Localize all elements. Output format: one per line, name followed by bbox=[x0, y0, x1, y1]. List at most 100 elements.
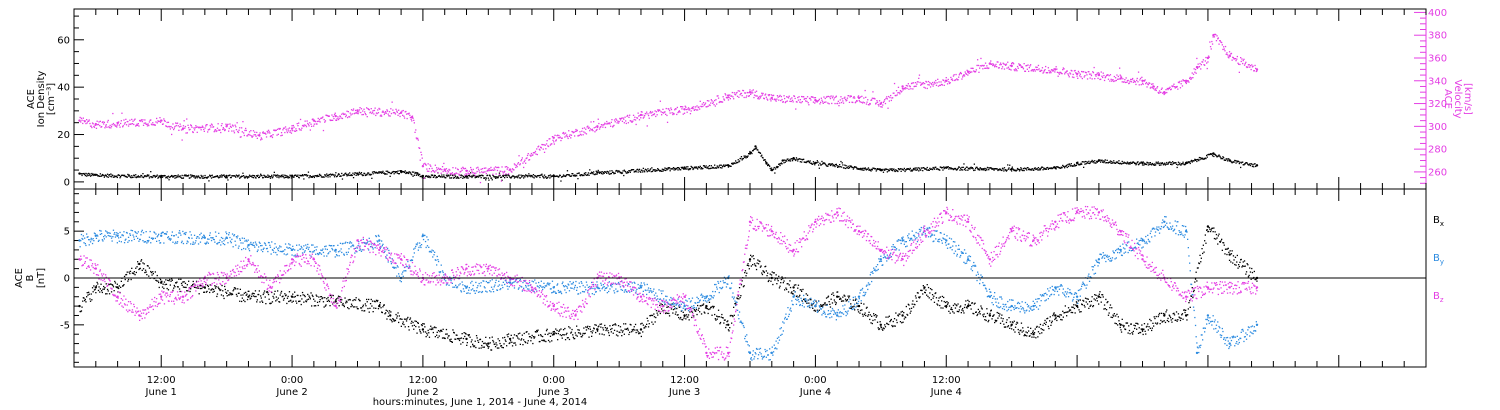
top-data-point bbox=[125, 176, 128, 178]
top-data-point bbox=[598, 128, 601, 130]
top-data-point bbox=[208, 180, 210, 182]
top-data-point bbox=[146, 125, 149, 127]
top-data-point bbox=[592, 130, 594, 132]
top-data-point bbox=[1085, 72, 1087, 74]
top-data-point bbox=[279, 127, 281, 130]
top-data-point bbox=[525, 174, 527, 176]
bottom-data-point bbox=[778, 275, 780, 277]
bottom-data-point bbox=[97, 289, 100, 292]
top-data-point bbox=[1113, 80, 1115, 83]
bottom-data-point bbox=[285, 294, 287, 296]
top-data-point bbox=[868, 169, 870, 171]
top-data-point bbox=[455, 172, 457, 174]
bottom-data-point bbox=[496, 344, 498, 346]
top-data-point bbox=[498, 173, 501, 176]
top-data-point bbox=[613, 124, 615, 127]
top-data-point bbox=[385, 173, 387, 175]
top-data-point bbox=[650, 112, 652, 114]
top-data-point bbox=[1130, 81, 1132, 83]
top-data-point bbox=[1021, 66, 1023, 68]
top-data-point bbox=[218, 129, 220, 131]
bottom-data-point bbox=[625, 328, 627, 330]
top-data-point bbox=[468, 173, 470, 175]
top-data-point bbox=[500, 176, 503, 178]
top-data-point bbox=[1215, 34, 1217, 36]
top-data-point bbox=[333, 117, 335, 120]
top-data-point bbox=[995, 63, 997, 66]
top-data-point bbox=[208, 128, 210, 131]
top-data-point bbox=[554, 134, 556, 136]
top-data-point bbox=[802, 158, 804, 161]
top-data-point bbox=[704, 166, 707, 169]
top-data-point bbox=[676, 168, 678, 170]
bottom-data-point bbox=[252, 292, 254, 294]
top-data-point bbox=[403, 171, 406, 174]
top-data-point bbox=[172, 123, 174, 125]
bottom-data-point bbox=[354, 299, 357, 301]
bottom-data-point bbox=[697, 304, 699, 307]
top-right-tick-label: 260 bbox=[1428, 167, 1447, 178]
bottom-data-point bbox=[255, 295, 257, 298]
bottom-data-point bbox=[240, 294, 242, 296]
bottom-data-point bbox=[581, 334, 584, 336]
top-data-point bbox=[133, 174, 135, 177]
bottom-data-point bbox=[387, 315, 389, 317]
top-data-point bbox=[291, 125, 293, 127]
top-data-point bbox=[1221, 44, 1223, 46]
top-data-point bbox=[1086, 78, 1089, 80]
bottom-data-point bbox=[229, 292, 231, 294]
bottom-data-point bbox=[466, 344, 468, 346]
top-data-point bbox=[722, 96, 724, 98]
top-data-point bbox=[664, 167, 666, 169]
bottom-data-point bbox=[340, 301, 342, 303]
top-data-point bbox=[284, 174, 286, 176]
bottom-data-point bbox=[595, 324, 597, 326]
top-data-point bbox=[1154, 88, 1157, 90]
bottom-data-point bbox=[373, 300, 376, 302]
top-data-point bbox=[1062, 164, 1064, 167]
bottom-data-point bbox=[674, 308, 676, 310]
bottom-data-point bbox=[273, 297, 275, 299]
top-data-point bbox=[248, 133, 250, 136]
top-data-point bbox=[288, 176, 291, 179]
top-data-point bbox=[149, 176, 151, 178]
top-data-point bbox=[193, 129, 196, 131]
top-data-point bbox=[844, 98, 847, 100]
top-data-point bbox=[916, 83, 918, 85]
bottom-data-point bbox=[616, 330, 618, 332]
top-data-point bbox=[1166, 91, 1168, 94]
top-data-point bbox=[686, 168, 688, 170]
top-data-point bbox=[1102, 72, 1104, 74]
bottom-data-point bbox=[758, 260, 760, 262]
bottom-data-point bbox=[760, 265, 762, 267]
top-data-point bbox=[500, 180, 503, 182]
top-data-point bbox=[167, 177, 169, 179]
top-data-point bbox=[1168, 87, 1170, 89]
bottom-data-point bbox=[341, 304, 344, 306]
top-data-point bbox=[311, 125, 313, 127]
top-data-point bbox=[1072, 165, 1074, 167]
top-data-point bbox=[498, 175, 500, 177]
top-data-point bbox=[492, 173, 494, 175]
top-data-point bbox=[1075, 164, 1078, 166]
bottom-data-point bbox=[719, 321, 722, 324]
top-data-point bbox=[619, 171, 621, 173]
top-data-point bbox=[922, 82, 924, 84]
top-data-point bbox=[403, 117, 406, 119]
top-data-point bbox=[843, 167, 845, 169]
bottom-data-point bbox=[555, 332, 557, 335]
top-data-point bbox=[807, 102, 809, 104]
top-data-point bbox=[557, 175, 559, 177]
top-data-point bbox=[774, 172, 776, 174]
bottom-data-point bbox=[815, 300, 817, 302]
bottom-data-point bbox=[817, 310, 819, 313]
top-data-point bbox=[277, 175, 279, 177]
top-data-point bbox=[721, 101, 723, 103]
top-data-point bbox=[612, 126, 614, 128]
top-data-point bbox=[140, 175, 143, 177]
top-data-point bbox=[228, 174, 230, 176]
top-data-point bbox=[1094, 78, 1096, 80]
top-data-point bbox=[345, 114, 347, 116]
top-data-point bbox=[914, 85, 916, 87]
top-data-point bbox=[572, 131, 574, 133]
